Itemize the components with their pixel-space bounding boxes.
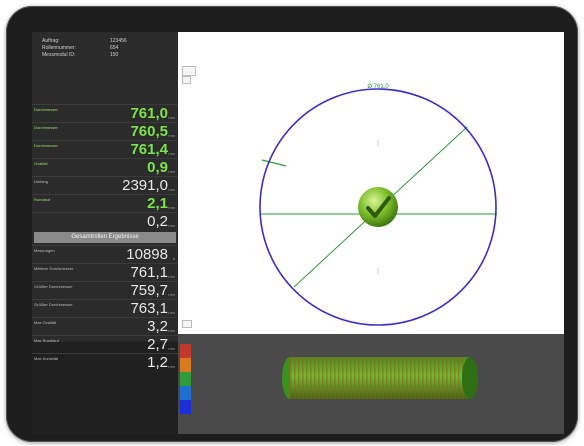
measurement-value: 760,5: [130, 123, 168, 140]
info-row: Auftrag: 123456: [42, 38, 172, 45]
cross-section-svg: Ø 761,0: [259, 84, 497, 326]
result-value: 761,1: [130, 264, 168, 281]
color-scale-legend: [180, 344, 191, 414]
results-section-header: Gesamtrollen Ergebnisse: [34, 232, 176, 243]
info-row: Messmodul ID: 150: [42, 52, 172, 59]
result-label: Größter Durchmesser: [34, 302, 73, 307]
measurement-value: 0,9: [147, 159, 168, 176]
result-label: Mittlerer Durchmesser: [34, 266, 74, 271]
legend-color: [180, 358, 191, 372]
measurement-row: Durchmesser 761,4 mm: [32, 140, 178, 158]
circle-label: Ø 761,0: [367, 84, 389, 90]
result-label: Max Konizität: [34, 356, 59, 361]
measurement-value: 2391,0: [122, 177, 168, 194]
measurement-value: 761,4: [130, 141, 168, 158]
legend-color: [180, 400, 191, 414]
info-label: Messmodul ID:: [42, 52, 76, 58]
measurement-label: Rundlauf: [34, 197, 51, 202]
result-value: 1,2: [147, 354, 168, 371]
roll-cylinder-view[interactable]: [282, 356, 478, 400]
result-row: Größter Durchmesser 763,1 mm: [32, 299, 178, 317]
result-unit: #: [172, 256, 175, 261]
info-value: 150: [110, 52, 119, 58]
legend-color: [180, 344, 191, 358]
info-value: 654: [110, 45, 119, 51]
measurement-row: 0,2 mm: [32, 212, 178, 230]
measurement-label: Durchmesser: [34, 107, 58, 112]
measurement-row: Durchmesser 761,0 mm: [32, 104, 178, 122]
measurement-row: Rundlauf 2,1 mm: [32, 194, 178, 212]
measurement-unit: mm: [168, 205, 175, 210]
result-label: Max Ovalität: [34, 320, 57, 325]
measurement-row: Ovalität 0,9 mm: [32, 158, 178, 176]
result-unit: mm: [168, 346, 175, 351]
result-unit: mm: [168, 292, 175, 297]
result-value: 3,2: [147, 318, 168, 335]
cylinder-end: [462, 357, 478, 399]
view-control-button[interactable]: [182, 76, 191, 84]
roll-surface-panel: [178, 334, 564, 434]
result-label: Messungen: [34, 248, 55, 253]
result-value: 2,7: [147, 336, 168, 353]
result-row: Mittlerer Durchmesser 761,1 mm: [32, 263, 178, 281]
tablet-frame: Auftrag: 123456 Rollennummer: 654 Messmo…: [6, 6, 578, 442]
measurement-unit: mm: [168, 223, 175, 228]
measurement-row: Durchmesser 760,5 mm: [32, 122, 178, 140]
measurement-unit: mm: [168, 169, 175, 174]
measurement-row: Umfang 2391,0 mm: [32, 176, 178, 194]
measurement-label: Durchmesser: [34, 143, 58, 148]
legend-color: [180, 372, 191, 386]
diameter-line: [261, 159, 287, 167]
info-label: Auftrag:: [42, 38, 60, 44]
app-screen: Auftrag: 123456 Rollennummer: 654 Messmo…: [32, 32, 564, 434]
result-row: Messungen 10898 #: [32, 245, 178, 263]
measurement-unit: mm: [168, 115, 175, 120]
cross-section-view[interactable]: Ø 761,0: [178, 32, 564, 334]
result-value: 10898: [126, 246, 168, 263]
info-label: Rollennummer:: [42, 45, 76, 51]
scale-control-button[interactable]: [182, 320, 192, 328]
measurement-label: Umfang: [34, 179, 49, 184]
result-unit: mm: [168, 364, 175, 369]
measurement-unit: mm: [168, 187, 175, 192]
info-row: Rollennummer: 654: [42, 45, 172, 52]
result-row: Max Konizität 1,2 mm: [32, 353, 178, 371]
result-unit: mm: [168, 274, 175, 279]
result-row: Max Rundlauf 2,7 mm: [32, 335, 178, 353]
cylinder-deviation-stripes: [290, 357, 470, 399]
measurement-unit: mm: [168, 151, 175, 156]
result-row: Größter Durchmesser 759,7 mm: [32, 281, 178, 299]
result-row: Max Ovalität 3,2 mm: [32, 317, 178, 335]
result-label: Max Rundlauf: [34, 338, 59, 343]
result-value: 759,7: [130, 282, 168, 299]
current-measurements: Durchmesser 761,0 mm Durchmesser 760,5 m…: [32, 104, 178, 230]
result-label: Größter Durchmesser: [34, 284, 73, 289]
legend-color: [180, 386, 191, 400]
measurement-value: 2,1: [147, 195, 168, 212]
checkmark-icon: [366, 196, 391, 218]
status-ball: [358, 187, 398, 227]
measurement-label: Durchmesser: [34, 125, 58, 130]
info-value: 123456: [110, 38, 127, 44]
measurement-value: 761,0: [130, 105, 168, 122]
result-unit: mm: [168, 310, 175, 315]
measurement-label: Ovalität: [34, 161, 48, 166]
measurement-panel: Auftrag: 123456 Rollennummer: 654 Messmo…: [32, 32, 178, 371]
result-value: 763,1: [130, 300, 168, 317]
measurement-value: 0,2: [147, 213, 168, 230]
zoom-control-button[interactable]: [182, 66, 196, 76]
roll-contour-circle: [259, 88, 497, 326]
job-info: Auftrag: 123456 Rollennummer: 654 Messmo…: [32, 32, 178, 104]
measurement-unit: mm: [168, 133, 175, 138]
result-unit: mm: [168, 328, 175, 333]
roll-results: Messungen 10898 # Mittlerer Durchmesser …: [32, 245, 178, 371]
